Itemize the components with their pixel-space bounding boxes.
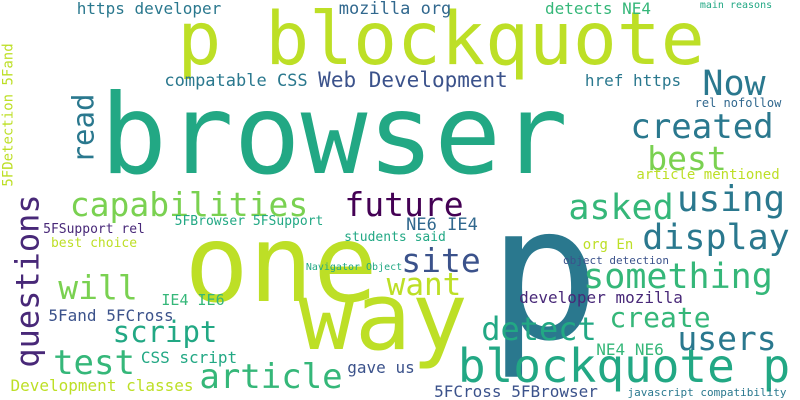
word: gave us <box>347 358 415 377</box>
word: created <box>630 107 774 147</box>
word: article <box>199 357 343 397</box>
word: IE4 IE6 <box>161 290 225 309</box>
word: https developer <box>76 0 222 18</box>
word: Now <box>702 63 766 104</box>
word: best <box>647 138 727 178</box>
word: create <box>609 301 711 334</box>
word: site <box>401 240 481 280</box>
word: detect <box>481 310 597 348</box>
word: questions <box>9 194 48 368</box>
word: users <box>677 318 777 358</box>
word: browser <box>100 70 568 200</box>
word: blockquote p <box>457 339 791 393</box>
word: will <box>58 267 138 307</box>
word: org En <box>582 237 634 253</box>
word: students said <box>344 229 446 245</box>
word: way <box>298 263 468 372</box>
word: 5FDetection 5Fand <box>1 43 18 187</box>
word: mozilla org <box>338 0 452 19</box>
word: 5FCross 5FBrowser <box>434 382 598 400</box>
word: Navigator Object <box>305 262 403 273</box>
word: 5FSupport rel <box>43 221 145 237</box>
word: future <box>344 184 464 224</box>
word: rel nofollow <box>694 96 782 110</box>
word: asked <box>568 187 674 228</box>
word: test <box>53 343 135 383</box>
word: Development classes <box>10 376 194 395</box>
word: developer mozilla <box>519 288 683 307</box>
word: CSS script <box>140 348 238 367</box>
word: 5Fand 5FCross <box>48 306 174 325</box>
word: using <box>676 179 786 220</box>
word: something <box>583 256 773 297</box>
word: article mentioned <box>636 167 780 183</box>
word: main reasons <box>699 0 773 11</box>
word: one <box>184 202 378 327</box>
word: NE6 IE4 <box>406 214 478 235</box>
word: want <box>386 266 462 303</box>
word: display <box>642 217 790 258</box>
word: script <box>112 314 218 349</box>
word: NE4 NE6 <box>596 340 664 359</box>
word: p <box>488 165 600 382</box>
word: detects NE4 <box>545 0 651 18</box>
word: 5FBrowser 5FSupport <box>174 213 324 229</box>
word: capabilities <box>69 184 309 224</box>
word: object detection <box>563 253 669 267</box>
word: href https <box>584 71 682 90</box>
word: best choice <box>50 235 138 251</box>
word: javascript compatibility <box>627 385 787 399</box>
word: Web Development <box>318 67 508 92</box>
word: p blockquote <box>177 0 705 82</box>
word: read <box>66 93 101 163</box>
word: compatable CSS <box>164 70 308 91</box>
